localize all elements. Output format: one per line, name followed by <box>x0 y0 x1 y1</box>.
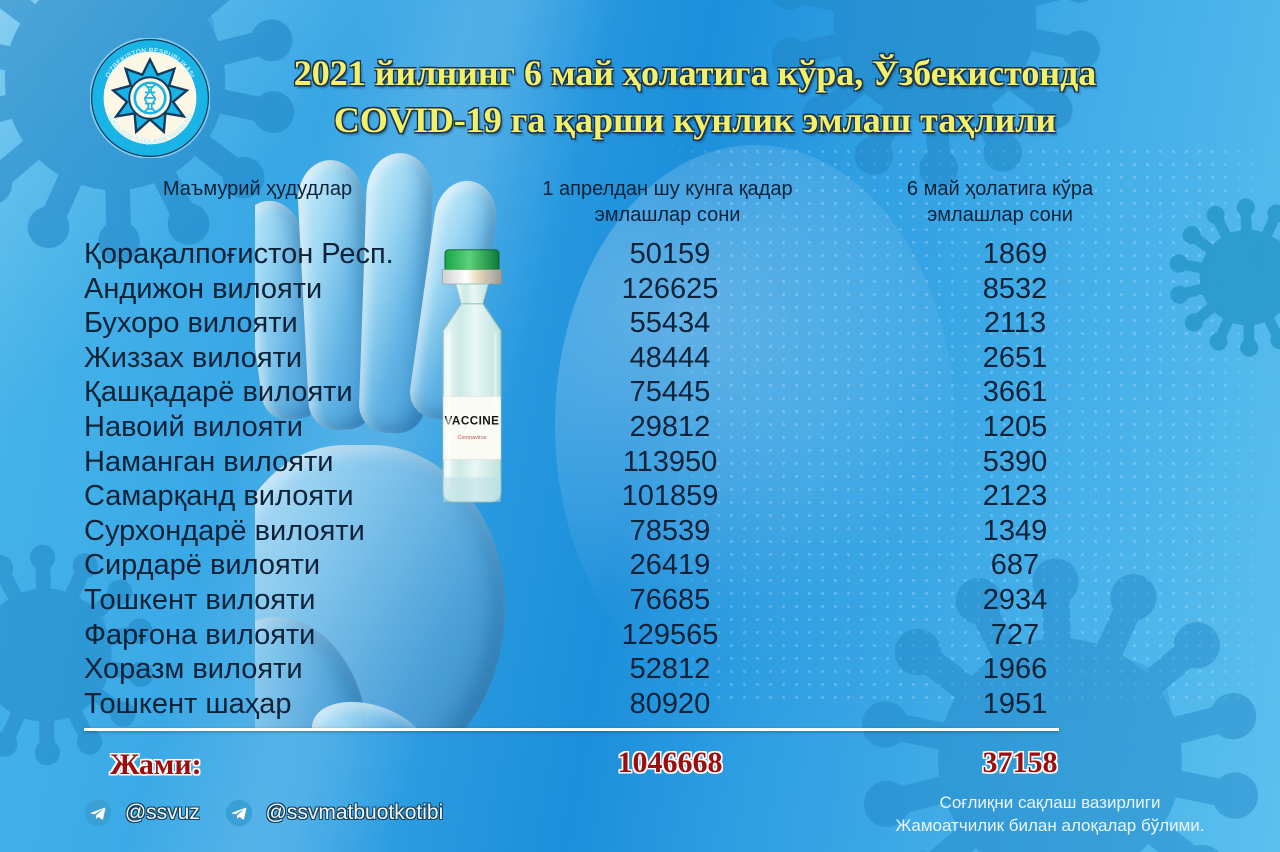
svg-text:Coronavirus: Coronavirus <box>458 435 487 441</box>
svg-text:VACCINE: VACCINE <box>445 414 500 427</box>
